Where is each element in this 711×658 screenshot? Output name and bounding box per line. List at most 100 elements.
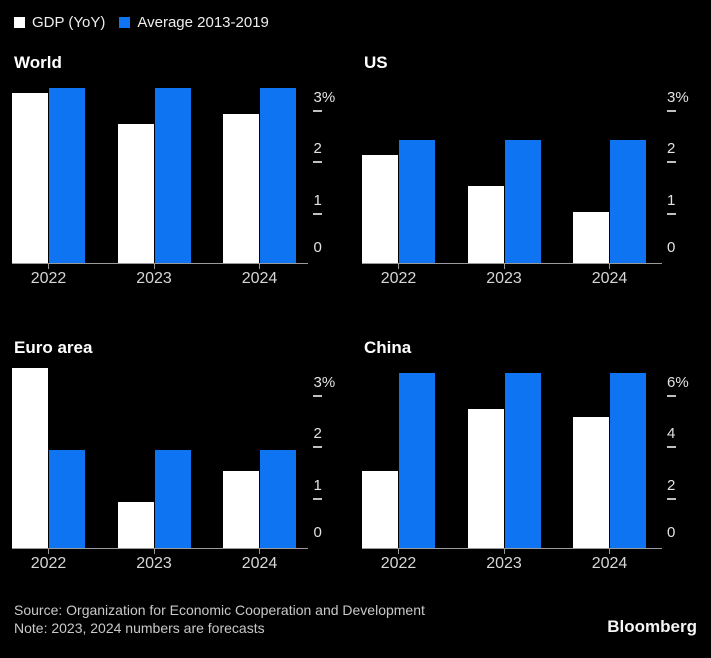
bar-average-2024 bbox=[610, 139, 646, 263]
bar-group-2023 bbox=[117, 88, 191, 269]
bar-gdp-2024 bbox=[223, 470, 259, 548]
footer: Source: Organization for Economic Cooper… bbox=[14, 601, 425, 637]
chart-title: US bbox=[364, 53, 388, 72]
x-axis-labels: 2022 2023 2024 bbox=[362, 554, 646, 574]
legend: GDP (YoY) Average 2013-2019 bbox=[0, 0, 711, 31]
legend-swatch-average bbox=[119, 16, 131, 28]
y-tick-dash bbox=[313, 161, 323, 164]
y-tick-dash bbox=[667, 212, 676, 215]
bar-gdp-2022 bbox=[362, 470, 398, 548]
plot-area bbox=[12, 83, 309, 269]
y-tick: 6% bbox=[667, 374, 689, 397]
x-tick-label-2023: 2023 bbox=[136, 555, 172, 572]
legend-label-gdp: GDP (YoY) bbox=[32, 13, 106, 31]
bar-gdp-2023 bbox=[467, 185, 504, 263]
legend-item-gdp: GDP (YoY) bbox=[14, 14, 105, 31]
bar-group-2022 bbox=[362, 139, 435, 270]
chart-title: World bbox=[14, 53, 62, 72]
bar-average-2022 bbox=[399, 139, 435, 263]
y-tick: 3% bbox=[667, 88, 689, 112]
y-tick: 2 bbox=[313, 425, 323, 449]
x-axis-labels: 2022 2023 2024 bbox=[362, 269, 646, 289]
y-tick: 2 bbox=[667, 476, 676, 500]
bar-group-2023 bbox=[467, 139, 541, 270]
charts-grid: World 0 1 2 3% 2022 2023 2024 US 0 1 2 3% 2022 2023 20… bbox=[0, 31, 711, 574]
y-tick-dash bbox=[667, 446, 676, 449]
y-tick: 2 bbox=[313, 140, 323, 164]
y-tick: 2 bbox=[667, 140, 676, 164]
x-tick-label-2023: 2023 bbox=[486, 555, 522, 572]
y-tick: 1 bbox=[313, 476, 323, 500]
forecast-note: Note: 2023, 2024 numbers are forecasts bbox=[14, 620, 265, 636]
y-tick-label: 2 bbox=[667, 476, 676, 494]
y-tick-dash bbox=[313, 109, 323, 112]
chart-area: 0 1 2 3% bbox=[362, 83, 711, 270]
chart-title: Euro area bbox=[14, 338, 93, 357]
bar-average-2023 bbox=[504, 373, 541, 548]
y-tick-label: 2 bbox=[667, 140, 676, 158]
x-tick-label-2023: 2023 bbox=[136, 270, 172, 287]
bar-average-2024 bbox=[260, 450, 296, 548]
y-tick-label: 0 bbox=[313, 524, 322, 541]
chart-area: 0 1 2 3% bbox=[12, 83, 355, 269]
y-tick-label: 1 bbox=[313, 191, 322, 209]
y-tick-label: 3% bbox=[313, 88, 336, 106]
bar-gdp-2023 bbox=[117, 124, 154, 263]
x-tick-label-2022: 2022 bbox=[380, 555, 417, 572]
x-tick-label-2022: 2022 bbox=[380, 270, 417, 287]
y-tick-dash bbox=[313, 394, 323, 397]
bar-gdp-2022 bbox=[362, 155, 398, 263]
y-tick-dash bbox=[667, 109, 676, 112]
y-tick-dash bbox=[667, 497, 676, 500]
y-tick-label: 3% bbox=[313, 373, 336, 391]
bar-average-2024 bbox=[260, 88, 296, 263]
bars-container bbox=[362, 368, 646, 554]
y-tick-label: 0 bbox=[667, 239, 676, 256]
chart-area: 0 2 4 6% bbox=[362, 368, 711, 554]
y-tick-label: 1 bbox=[313, 476, 322, 494]
y-axis: 0 1 2 3% bbox=[313, 368, 355, 548]
y-tick-dash bbox=[313, 446, 323, 449]
x-tick-label-2024: 2024 bbox=[591, 555, 628, 572]
bar-gdp-2022 bbox=[12, 93, 48, 263]
bar-gdp-2022 bbox=[12, 368, 48, 548]
bar-group-2023 bbox=[117, 450, 191, 554]
x-tick-label-2024: 2024 bbox=[241, 555, 278, 572]
y-tick-label: 0 bbox=[667, 524, 676, 541]
bar-gdp-2024 bbox=[223, 113, 259, 263]
bar-average-2022 bbox=[49, 88, 85, 263]
y-tick: 1 bbox=[667, 192, 676, 215]
y-tick-dash bbox=[313, 212, 323, 215]
bars-container bbox=[12, 83, 296, 269]
chart-panel-euro-area: Euro area 0 1 2 3% 2022 2023 2024 bbox=[0, 289, 355, 574]
y-tick: 0 bbox=[667, 525, 675, 541]
bar-group-2022 bbox=[362, 373, 435, 554]
bars-container bbox=[12, 368, 296, 554]
source-note: Source: Organization for Economic Cooper… bbox=[14, 602, 425, 618]
legend-swatch-gdp bbox=[14, 16, 25, 28]
y-tick: 0 bbox=[313, 525, 321, 541]
x-axis-labels: 2022 2023 2024 bbox=[12, 554, 296, 574]
y-tick-label: 2 bbox=[313, 425, 322, 443]
y-tick-label: 0 bbox=[313, 239, 322, 256]
bar-average-2024 bbox=[610, 373, 646, 548]
y-tick-label: 2 bbox=[313, 140, 322, 158]
y-tick-dash bbox=[667, 161, 676, 164]
x-tick-label-2022: 2022 bbox=[30, 555, 67, 572]
bar-average-2023 bbox=[154, 88, 191, 263]
y-tick-dash bbox=[313, 497, 323, 500]
bar-gdp-2024 bbox=[573, 211, 609, 263]
x-axis-labels: 2022 2023 2024 bbox=[12, 269, 296, 289]
chart-panel-us: US 0 1 2 3% 2022 2023 2024 bbox=[355, 31, 711, 289]
y-tick-dash bbox=[667, 394, 676, 397]
y-tick: 0 bbox=[313, 240, 321, 256]
legend-label-average: Average 2013-2019 bbox=[137, 13, 269, 31]
y-tick-label: 3% bbox=[667, 88, 689, 106]
bar-average-2023 bbox=[504, 139, 541, 263]
x-tick-label-2024: 2024 bbox=[591, 270, 628, 287]
bar-group-2024 bbox=[223, 450, 296, 554]
chart-panel-world: World 0 1 2 3% 2022 2023 2024 bbox=[0, 31, 355, 289]
chart-area: 0 1 2 3% bbox=[12, 368, 355, 554]
x-tick-label-2022: 2022 bbox=[30, 270, 67, 287]
